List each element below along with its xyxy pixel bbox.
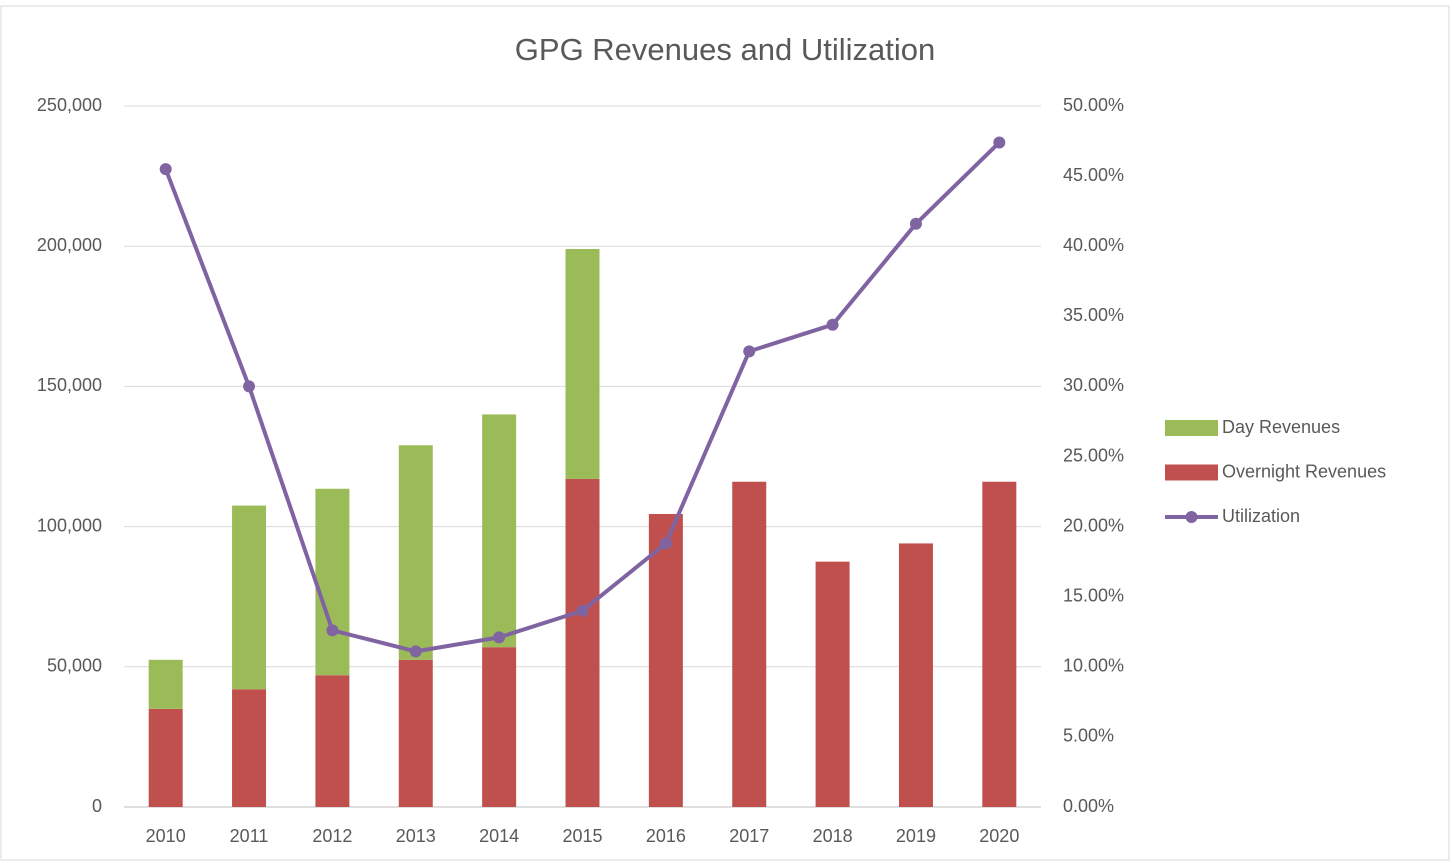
bar: [482, 647, 517, 807]
x-tick-label: 2015: [562, 826, 602, 846]
bar: [982, 481, 1017, 807]
legend-swatch: [1185, 511, 1198, 523]
y2-tick-label: 40.00%: [1063, 235, 1124, 255]
x-tick-label: 2014: [479, 826, 519, 846]
line-marker: [326, 624, 339, 637]
line-marker: [659, 537, 672, 550]
y-tick-label: 250,000: [37, 95, 102, 115]
x-tick-label: 2017: [729, 826, 769, 846]
x-tick-label: 2010: [146, 826, 186, 846]
bar: [898, 543, 933, 807]
line-marker: [159, 163, 172, 176]
bar: [315, 675, 350, 807]
bar: [398, 659, 433, 807]
bar: [315, 488, 350, 676]
y2-tick-label: 10.00%: [1063, 656, 1124, 676]
bar: [565, 478, 600, 807]
y-tick-label: 200,000: [37, 235, 102, 255]
legend-label: Day Revenues: [1222, 417, 1340, 437]
y-tick-label: 50,000: [47, 656, 102, 676]
y2-tick-label: 50.00%: [1063, 95, 1124, 115]
y-tick-label: 150,000: [37, 375, 102, 395]
line-marker: [243, 380, 256, 393]
bar: [232, 505, 267, 690]
line-marker: [826, 318, 839, 331]
line-marker: [576, 604, 589, 617]
line-marker: [993, 136, 1006, 149]
x-tick-label: 2018: [813, 826, 853, 846]
y2-tick-label: 45.00%: [1063, 165, 1124, 185]
x-tick-label: 2011: [230, 826, 269, 846]
y2-tick-label: 20.00%: [1063, 515, 1124, 535]
bar: [732, 481, 767, 807]
bar: [148, 659, 183, 709]
bar: [148, 708, 183, 807]
x-tick-label: 2020: [979, 826, 1019, 846]
x-tick-label: 2016: [646, 826, 686, 846]
chart-title: GPG Revenues and Utilization: [515, 32, 935, 67]
bar: [232, 689, 267, 807]
y2-tick-label: 35.00%: [1063, 305, 1124, 325]
y2-tick-label: 25.00%: [1063, 445, 1124, 465]
legend-label: Overnight Revenues: [1222, 461, 1386, 481]
line-marker: [493, 631, 506, 644]
bar: [815, 561, 850, 807]
line-marker: [909, 217, 922, 230]
line-marker: [409, 645, 422, 658]
bar: [398, 445, 433, 660]
bar: [565, 249, 600, 479]
legend-swatch: [1165, 420, 1218, 436]
legend-label: Utilization: [1222, 506, 1300, 526]
legend-swatch: [1165, 464, 1218, 481]
y2-tick-label: 15.00%: [1063, 585, 1124, 605]
x-tick-label: 2013: [396, 826, 436, 846]
y2-tick-label: 30.00%: [1063, 375, 1124, 395]
x-tick-label: 2012: [312, 826, 352, 846]
bar: [648, 513, 683, 807]
x-tick-label: 2019: [896, 826, 936, 846]
bar: [482, 414, 517, 648]
y2-tick-label: 0.00%: [1063, 796, 1114, 816]
line-marker: [743, 345, 756, 358]
y2-tick-label: 5.00%: [1063, 726, 1114, 746]
y-tick-label: 100,000: [37, 515, 102, 535]
y-tick-label: 0: [92, 796, 102, 816]
